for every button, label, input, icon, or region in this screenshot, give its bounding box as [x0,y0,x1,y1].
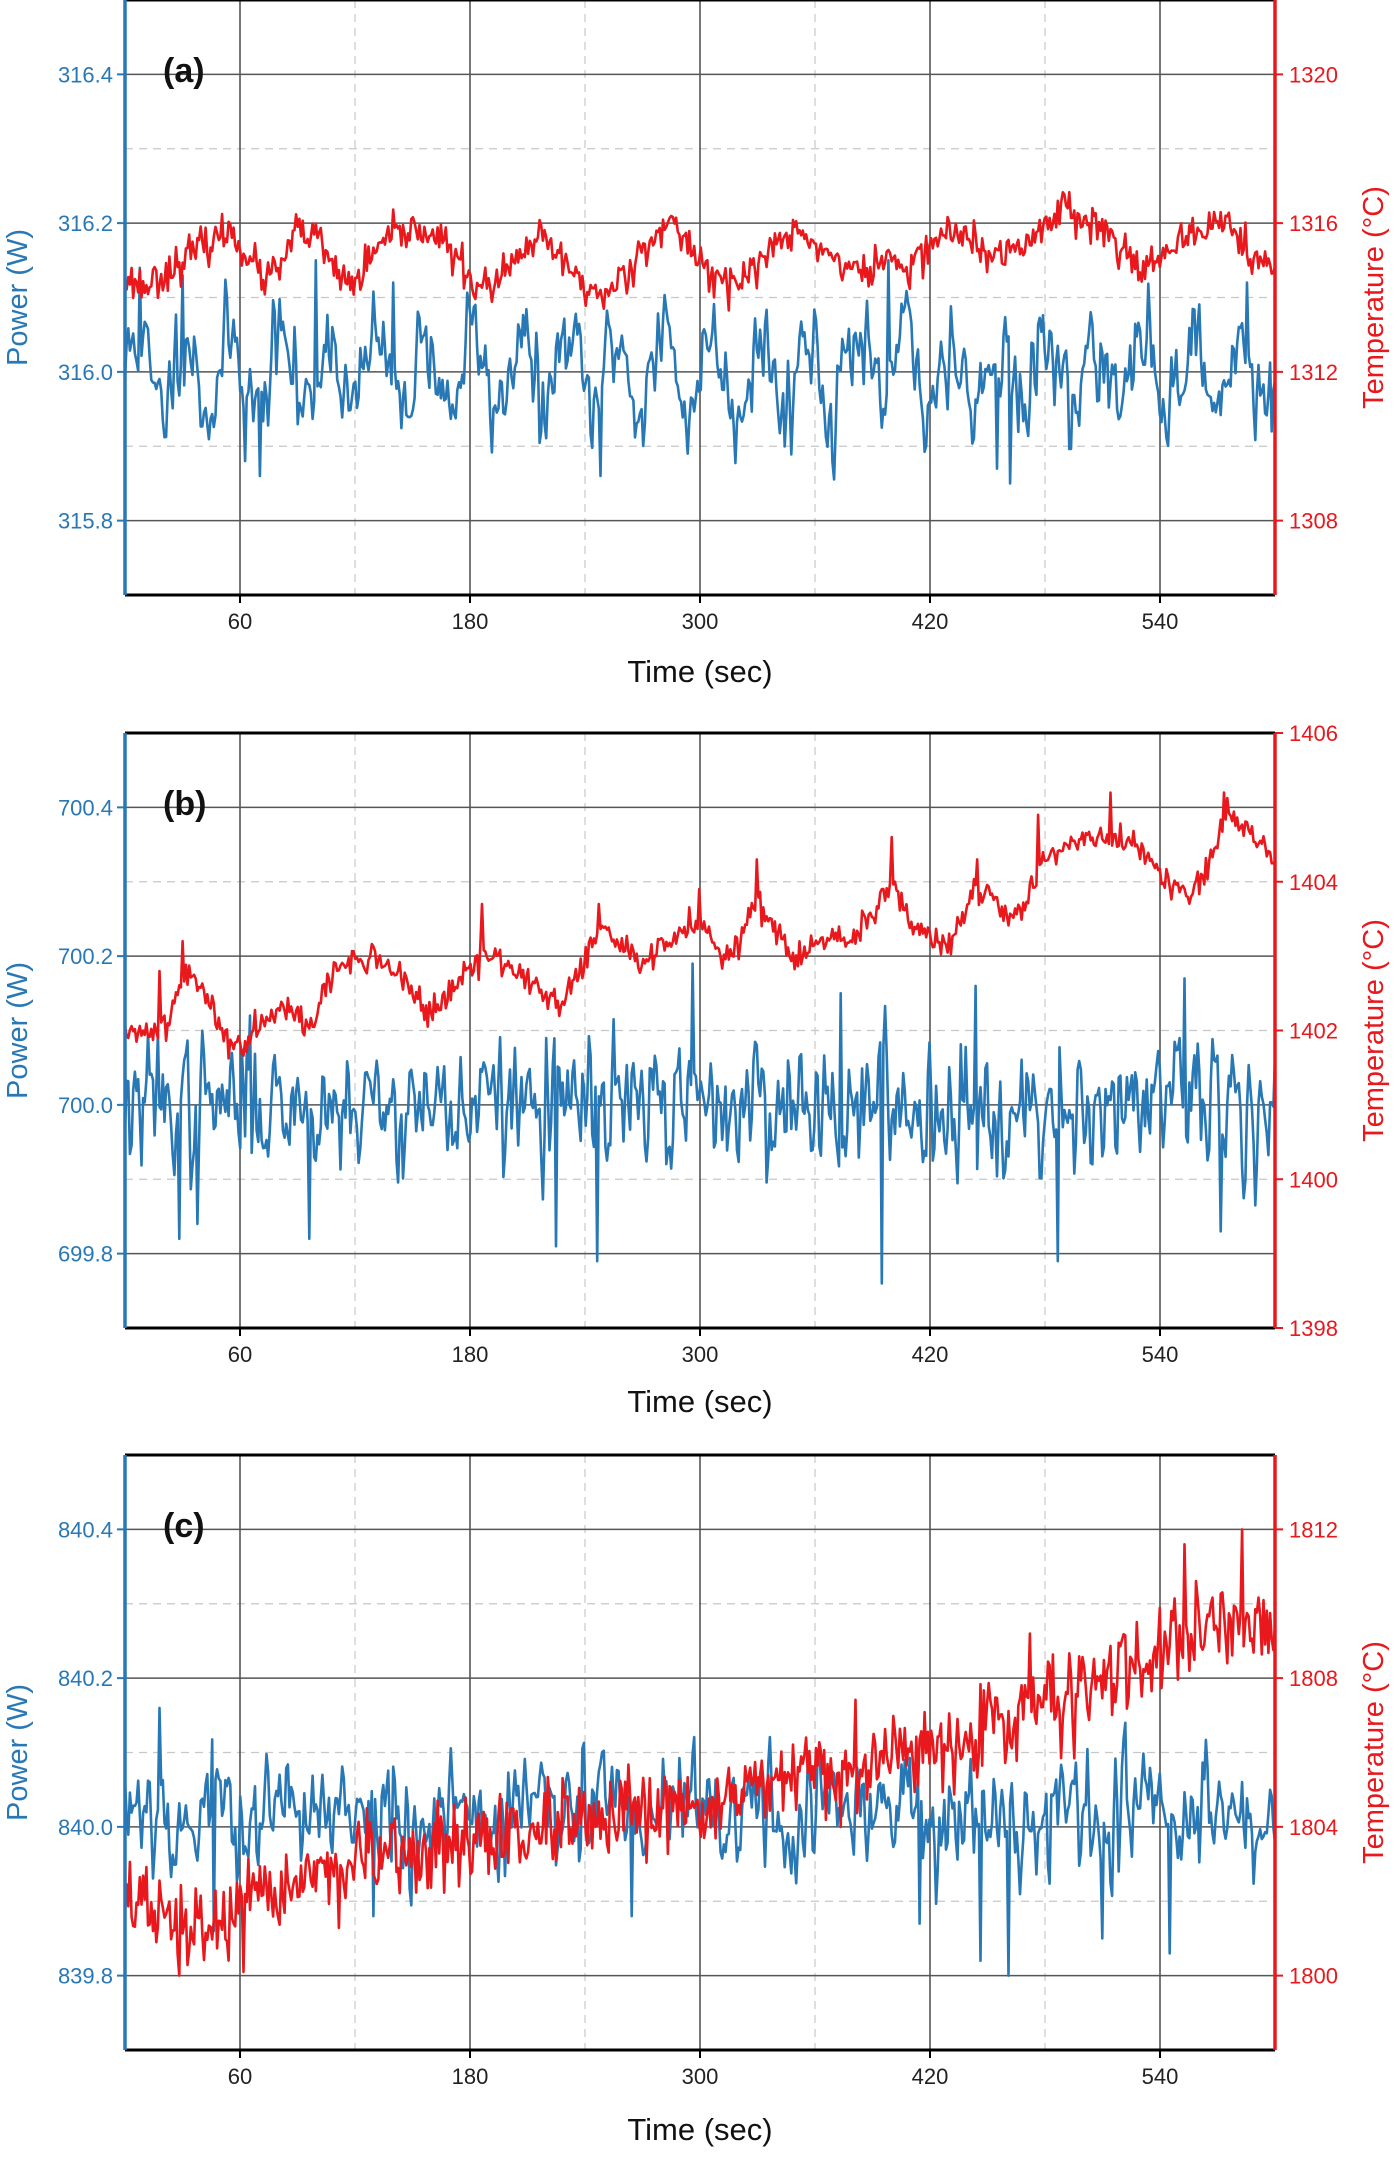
left-y-tick-label: 316.0 [58,360,113,385]
left-y-tick-label: 840.0 [58,1815,113,1840]
x-axis-title: Time (sec) [627,1384,772,1419]
panel-label: (a) [163,52,205,90]
left-y-tick-label: 699.8 [58,1242,113,1267]
right-y-tick-label: 1402 [1289,1019,1338,1044]
left-y-tick-label: 840.4 [58,1517,113,1542]
left-y-tick-label: 316.4 [58,62,113,87]
right-y-axis-title: Temperature (°C) [1358,186,1390,409]
right-y-tick-label: 1400 [1289,1167,1338,1192]
right-y-tick-label: 1312 [1289,360,1338,385]
x-tick-label: 300 [682,1342,719,1367]
x-tick-label: 540 [1142,2064,1179,2089]
x-tick-label: 300 [682,609,719,634]
x-tick-label: 180 [452,1342,489,1367]
x-tick-label: 300 [682,2064,719,2089]
x-tick-label: 60 [228,2064,252,2089]
temperature-series-line [124,190,1277,312]
x-tick-label: 420 [912,609,949,634]
left-y-tick-label: 700.2 [58,944,113,969]
temperature-series-line [123,1528,1277,1977]
x-tick-label: 60 [228,609,252,634]
x-tick-label: 420 [912,1342,949,1367]
chart-panel-3: 60 180 300 420 540 839.8 840.0 840.2 840.4 1800 18… [2,1453,1390,2147]
chart-panel-1: 60 180 300 420 540 315.8 316.0 316.2 316.4 1308 13… [2,0,1390,689]
right-y-tick-label: 1308 [1289,509,1338,534]
left-y-tick-label: 839.8 [58,1964,113,1989]
temperature-series-line [123,791,1277,1060]
right-y-tick-label: 1316 [1289,211,1338,236]
x-tick-label: 180 [452,2064,489,2089]
right-y-tick-label: 1320 [1289,62,1338,87]
left-y-tick-label: 700.4 [58,795,113,820]
left-y-tick-label: 316.2 [58,211,113,236]
right-y-tick-label: 1406 [1289,721,1338,746]
x-tick-label: 420 [912,2064,949,2089]
left-y-axis-title: Power (W) [2,229,34,366]
power-series-line [123,1706,1277,1977]
x-tick-label: 60 [228,1342,252,1367]
right-y-tick-label: 1808 [1289,1666,1338,1691]
left-y-tick-label: 315.8 [58,509,113,534]
power-series-line [123,259,1277,485]
power-series-line [123,962,1277,1285]
left-y-tick-label: 840.2 [58,1666,113,1691]
x-tick-label: 540 [1142,1342,1179,1367]
left-y-axis-title: Power (W) [2,1684,34,1821]
x-axis-title: Time (sec) [627,2112,772,2147]
panel-label: (b) [163,785,206,823]
chart-panel-2: 60 180 300 420 540 699.8 700.0 700.2 700.4 1398 14… [2,721,1390,1419]
panel-label: (c) [163,1507,205,1545]
x-tick-label: 540 [1142,609,1179,634]
right-y-tick-label: 1804 [1289,1815,1338,1840]
right-y-tick-label: 1398 [1289,1316,1338,1341]
right-y-tick-label: 1404 [1289,870,1338,895]
x-tick-label: 180 [452,609,489,634]
left-y-tick-label: 700.0 [58,1093,113,1118]
right-y-tick-label: 1812 [1289,1517,1338,1542]
right-y-tick-label: 1800 [1289,1964,1338,1989]
right-y-axis-title: Temperature (°C) [1358,1641,1390,1864]
left-y-axis-title: Power (W) [2,962,34,1099]
x-axis-title: Time (sec) [627,654,772,689]
right-y-axis-title: Temperature (°C) [1358,919,1390,1142]
